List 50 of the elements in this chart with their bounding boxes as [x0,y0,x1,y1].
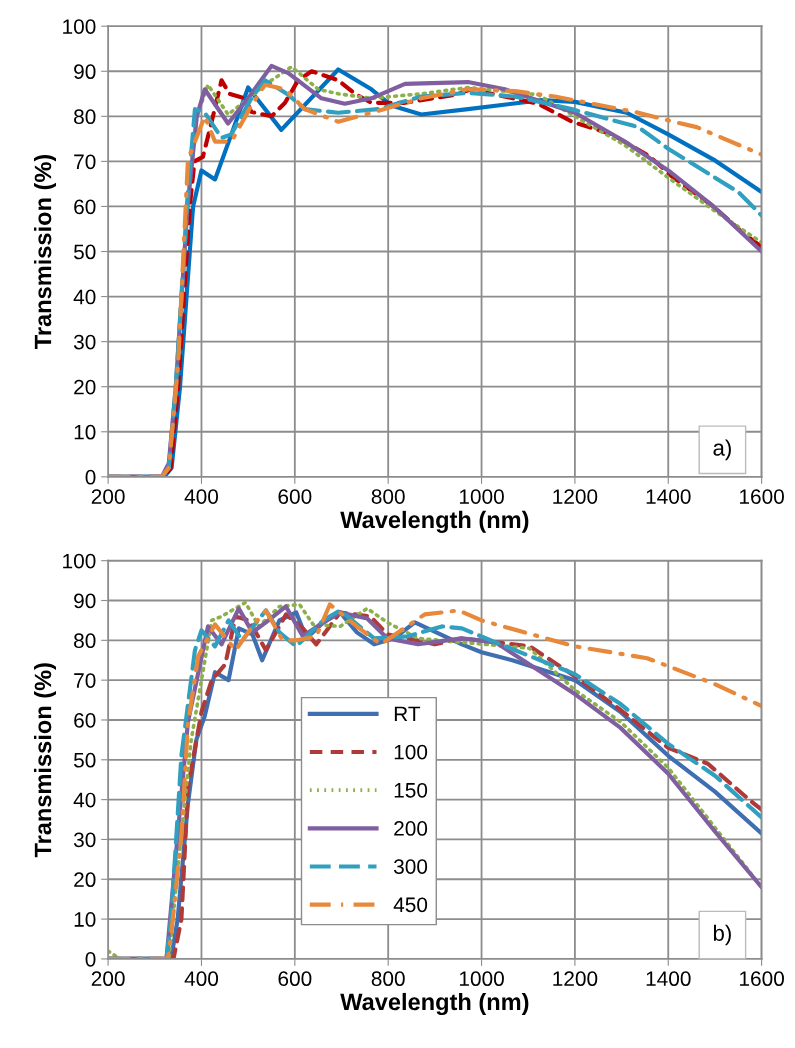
x-tick-label: 400 [184,971,219,987]
y-tick-label: 100 [63,553,96,569]
annotation: a) [713,439,731,461]
x-tick-label: 1600 [740,971,784,987]
legend-label: RT [394,706,421,722]
x-tick-label: 1400 [646,971,691,987]
x-tick-label: 200 [91,489,125,504]
y-tick-label: 40 [73,792,96,808]
x-axis-title: Wavelength (nm) [340,510,529,533]
y-tick-label: 50 [73,244,96,260]
y-tick-label: 20 [74,379,96,395]
y-tick-label: 50 [73,752,96,768]
x-tick-label: 1200 [553,489,598,504]
legend-label: 200 [394,821,428,836]
y-tick-label: 0 [85,469,96,485]
x-tick-label: 800 [371,489,405,504]
x-tick-label: 1000 [459,971,504,987]
x-tick-label: 400 [184,489,219,504]
y-tick-label: 40 [73,289,96,305]
y-tick-label: 80 [74,633,96,649]
x-tick-label: 1600 [740,489,784,504]
y-axis-title: Transmission (%) [33,154,56,349]
y-tick-label: 70 [74,673,96,688]
y-tick-label: 60 [74,199,96,215]
y-tick-label: 10 [74,424,96,440]
legend-label: 450 [393,897,428,913]
y-tick-label: 90 [74,64,96,80]
y-tick-label: 10 [74,912,96,927]
y-tick-label: 30 [73,334,96,350]
y-tick-label: 70 [74,154,96,170]
x-tick-label: 1400 [646,489,691,504]
y-tick-label: 80 [74,109,96,125]
legend-label: 150 [394,782,428,798]
legend-label: 100 [394,744,428,760]
y-tick-label: 30 [73,832,96,848]
y-tick-label: 100 [63,19,96,34]
y-tick-label: 0 [85,951,96,967]
x-tick-label: 1000 [459,489,504,504]
x-tick-label: 200 [91,971,125,987]
y-tick-label: 60 [74,712,96,728]
legend-label: 300 [393,859,428,874]
x-axis-title: Wavelength (nm) [340,992,529,1016]
x-tick-label: 600 [278,489,312,504]
y-axis-title: Transmission (%) [33,663,56,858]
x-tick-label: 600 [278,971,312,987]
annotation: b) [713,924,731,946]
y-tick-label: 90 [74,593,96,609]
x-tick-label: 800 [371,971,405,987]
y-tick-label: 20 [74,872,96,888]
x-tick-label: 1200 [553,971,598,987]
